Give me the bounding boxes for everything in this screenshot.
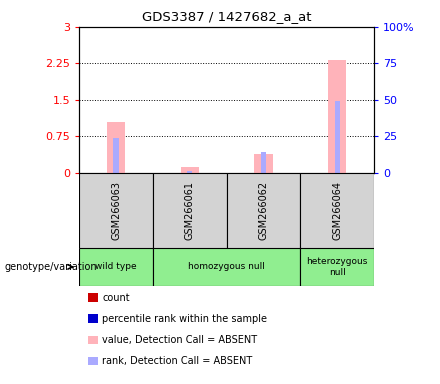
Text: heterozygous
null: heterozygous null bbox=[307, 257, 368, 276]
Bar bbox=[114, 138, 119, 173]
Text: value, Detection Call = ABSENT: value, Detection Call = ABSENT bbox=[102, 335, 257, 345]
Text: GSM266064: GSM266064 bbox=[332, 181, 342, 240]
Bar bbox=[153, 248, 301, 286]
Bar bbox=[79, 173, 153, 248]
Bar bbox=[334, 101, 340, 173]
Bar bbox=[107, 122, 125, 173]
Bar bbox=[79, 248, 153, 286]
Bar bbox=[180, 167, 199, 173]
Text: count: count bbox=[102, 293, 130, 303]
Bar bbox=[227, 173, 301, 248]
Text: genotype/variation: genotype/variation bbox=[4, 262, 97, 272]
Text: rank, Detection Call = ABSENT: rank, Detection Call = ABSENT bbox=[102, 356, 252, 366]
Bar bbox=[301, 173, 374, 248]
Bar bbox=[301, 248, 374, 286]
Text: homozygous null: homozygous null bbox=[188, 262, 265, 271]
Bar bbox=[254, 154, 273, 173]
Title: GDS3387 / 1427682_a_at: GDS3387 / 1427682_a_at bbox=[142, 10, 312, 23]
Bar bbox=[187, 171, 192, 173]
Text: GSM266061: GSM266061 bbox=[185, 181, 195, 240]
Text: wild type: wild type bbox=[95, 262, 137, 271]
Bar bbox=[153, 173, 227, 248]
Bar bbox=[261, 152, 266, 173]
Text: GSM266063: GSM266063 bbox=[111, 181, 121, 240]
Bar bbox=[328, 60, 346, 173]
Text: percentile rank within the sample: percentile rank within the sample bbox=[102, 314, 267, 324]
Text: GSM266062: GSM266062 bbox=[258, 181, 268, 240]
